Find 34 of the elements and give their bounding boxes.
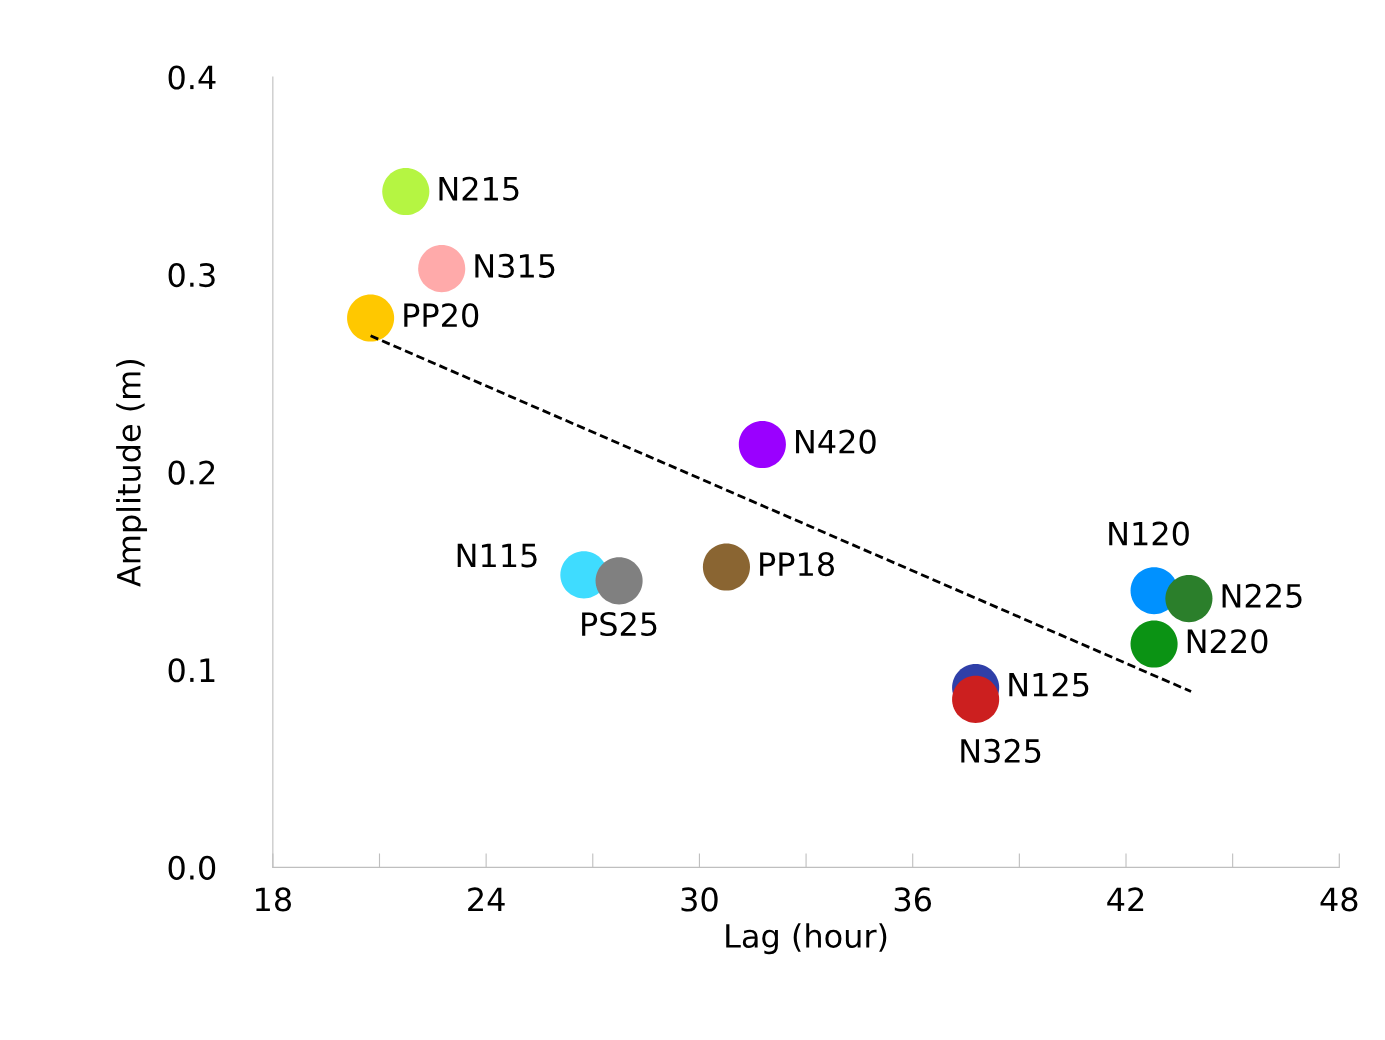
point xyxy=(702,543,750,591)
series-label: N215 xyxy=(439,176,519,201)
y-tick-label: 0.4 xyxy=(168,65,216,90)
series-label: PP20 xyxy=(404,303,479,328)
series-label: N315 xyxy=(475,253,555,278)
series-label: N120 xyxy=(1109,521,1189,546)
x-axis-title: Lag (hour) xyxy=(726,923,887,955)
series-label: N115 xyxy=(457,543,537,568)
point xyxy=(595,557,643,605)
point xyxy=(382,168,430,216)
point xyxy=(1130,620,1178,668)
point xyxy=(738,420,786,469)
series-label: N220 xyxy=(1187,629,1268,654)
x-tick-label: 30 xyxy=(681,887,718,912)
series-label: N420 xyxy=(796,429,876,454)
y-tick-label: 0.2 xyxy=(168,460,215,485)
series-label: PP18 xyxy=(760,552,834,577)
y-tick-label: 0.1 xyxy=(168,658,215,683)
x-tick-label: 48 xyxy=(1320,887,1358,912)
y-tick-label: 0.3 xyxy=(168,262,215,288)
x-tick-label: 24 xyxy=(468,887,505,912)
y-tick-label: 0.0 xyxy=(168,855,216,880)
series-label: N325 xyxy=(961,738,1041,764)
point xyxy=(347,294,395,342)
point xyxy=(418,245,466,293)
x-tick-label: 42 xyxy=(1107,887,1144,912)
y-axis-title: Amplitude (m) xyxy=(116,359,148,587)
series-label: PS25 xyxy=(582,611,657,637)
x-tick-label: 36 xyxy=(894,887,932,912)
x-tick-label: 18 xyxy=(256,887,291,912)
point xyxy=(1165,575,1213,623)
point xyxy=(952,675,1000,723)
series-label: N225 xyxy=(1222,583,1302,608)
series-label: N125 xyxy=(1009,672,1089,697)
